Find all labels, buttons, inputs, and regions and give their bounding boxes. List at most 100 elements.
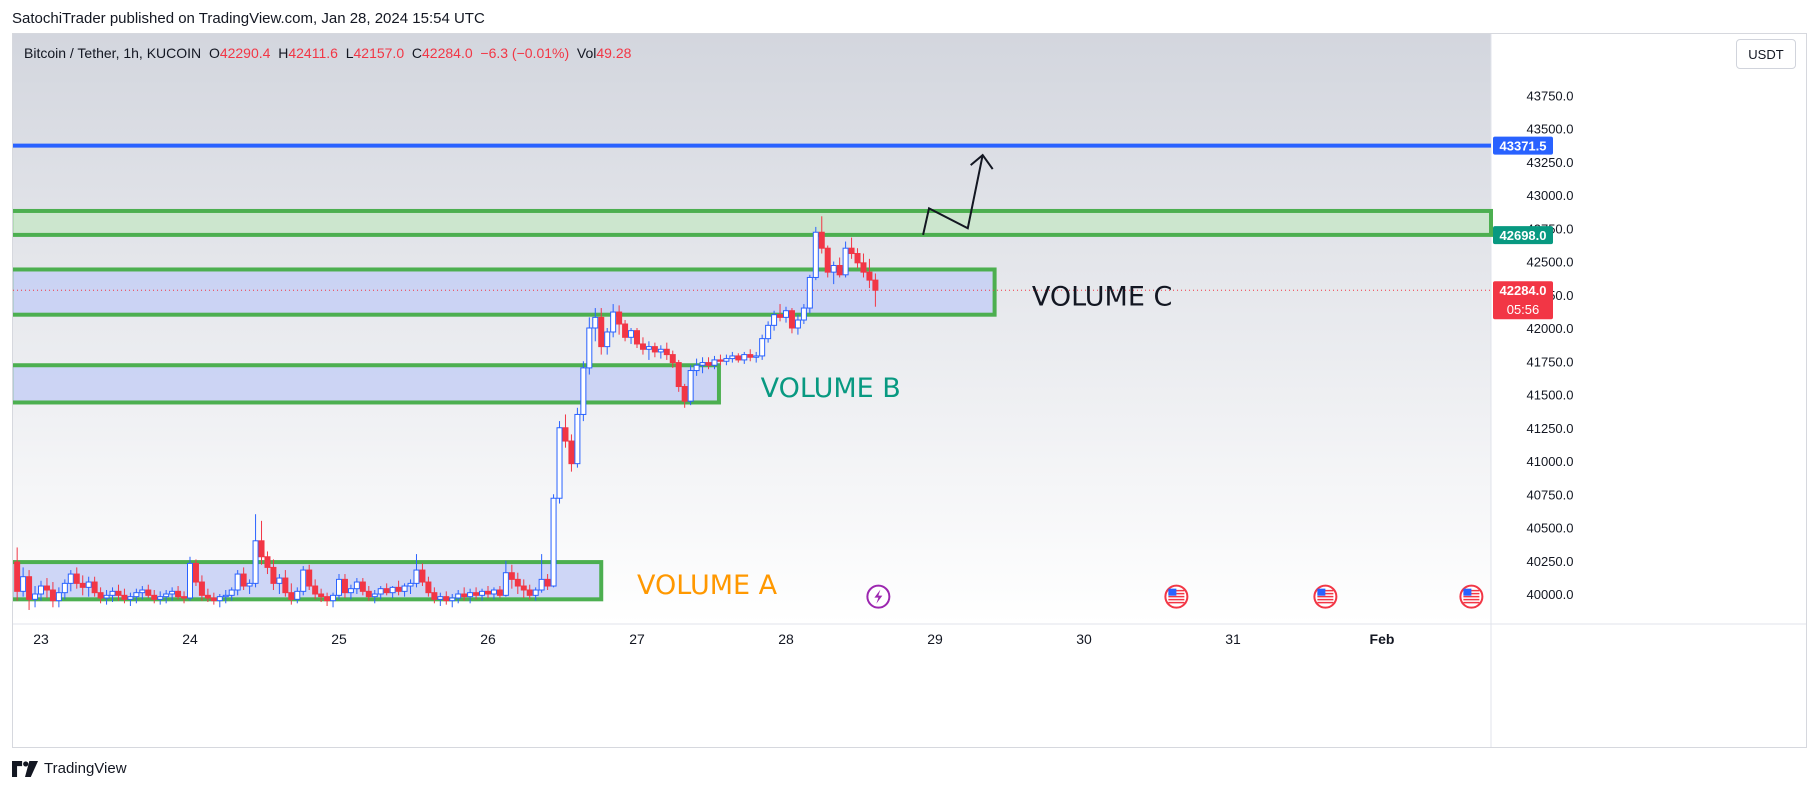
candle-body[interactable] [419, 569, 426, 583]
candle-body[interactable] [818, 231, 825, 249]
candle-body[interactable] [187, 562, 193, 599]
candle-body[interactable] [556, 427, 563, 499]
candle-body[interactable] [663, 348, 670, 356]
candle-body[interactable] [514, 578, 521, 587]
candle-body[interactable] [669, 354, 676, 364]
candle-body[interactable] [133, 592, 140, 598]
candle-body[interactable] [175, 590, 182, 598]
candle-body[interactable] [812, 231, 819, 278]
candle-body[interactable] [121, 594, 128, 600]
candle-body[interactable] [228, 589, 235, 596]
candle-body[interactable] [729, 355, 736, 360]
candle-body[interactable] [115, 590, 122, 596]
candle-body[interactable] [85, 581, 92, 588]
volume-zone-2[interactable] [13, 267, 997, 317]
candle-body[interactable] [574, 413, 581, 465]
candle-body[interactable] [425, 581, 432, 594]
candle-body[interactable] [347, 588, 354, 594]
candle-body[interactable] [353, 581, 360, 590]
candle-body[interactable] [550, 497, 557, 587]
candle-body[interactable] [395, 586, 402, 592]
candle-body[interactable] [330, 594, 337, 602]
candle-body[interactable] [43, 585, 50, 591]
candle-body[interactable] [103, 594, 110, 599]
candle-body[interactable] [252, 540, 259, 584]
candle-body[interactable] [693, 364, 700, 372]
candle-body[interactable] [67, 573, 74, 584]
candle-body[interactable] [401, 585, 408, 592]
candle-body[interactable] [270, 566, 277, 584]
candle-body[interactable] [210, 597, 217, 602]
candlestick-chart[interactable]: VOLUME A VOLUME B VOLUME C 43750.0 43500.0 43… [13, 34, 1807, 748]
candle-body[interactable] [234, 573, 241, 591]
candle-body[interactable] [264, 556, 271, 568]
candle-body[interactable] [437, 596, 444, 600]
level-0-badge[interactable] [1493, 136, 1553, 155]
candle-body[interactable] [181, 596, 188, 599]
candle-body[interactable] [97, 592, 104, 599]
candle-body[interactable] [634, 330, 640, 345]
candle-body[interactable] [741, 354, 748, 361]
candle-body[interactable] [783, 310, 789, 318]
candle-body[interactable] [300, 569, 307, 592]
volume-zone-1[interactable] [13, 363, 721, 405]
candle-body[interactable] [616, 311, 623, 325]
candle-body[interactable] [598, 316, 605, 348]
candle-body[interactable] [562, 427, 569, 442]
candle-body[interactable] [735, 355, 742, 361]
candle-body[interactable] [544, 578, 551, 587]
candle-body[interactable] [538, 578, 545, 591]
candle-body[interactable] [520, 585, 527, 591]
candle-body[interactable] [467, 592, 474, 598]
candle-body[interactable] [455, 593, 462, 599]
candle-body[interactable] [157, 596, 164, 600]
candle-body[interactable] [580, 367, 587, 415]
candle-body[interactable] [73, 573, 80, 584]
candle-body[interactable] [461, 593, 468, 598]
candle-body[interactable] [699, 362, 706, 366]
candle-body[interactable] [365, 590, 372, 598]
candle-body[interactable] [324, 596, 331, 602]
candle-body[interactable] [747, 354, 754, 358]
candle-body[interactable] [485, 590, 491, 595]
candle-body[interactable] [771, 314, 778, 326]
candle-body[interactable] [216, 596, 223, 602]
candle-body[interactable] [753, 355, 760, 358]
candle-body[interactable] [806, 276, 813, 309]
candle-body[interactable] [282, 577, 289, 594]
candle-body[interactable] [145, 589, 152, 596]
candle-body[interactable] [610, 311, 617, 333]
candle-body[interactable] [836, 264, 843, 276]
candle-body[interactable] [109, 590, 116, 596]
candle-body[interactable] [389, 586, 396, 594]
candle-body[interactable] [622, 323, 629, 338]
candle-body[interactable] [336, 578, 342, 596]
candle-body[interactable] [61, 582, 68, 594]
chart-panel[interactable]: VOLUME A VOLUME B VOLUME C 43750.0 43500.0 43… [12, 33, 1807, 748]
candle-body[interactable] [151, 594, 158, 600]
level-1-badge[interactable] [1493, 226, 1553, 245]
candle-body[interactable] [568, 440, 575, 465]
candle-body[interactable] [866, 271, 873, 281]
candle-body[interactable] [854, 253, 861, 264]
candle-body[interactable] [473, 592, 480, 596]
candle-body[interactable] [604, 331, 611, 348]
candle-body[interactable] [258, 540, 265, 558]
candle-body[interactable] [496, 589, 503, 596]
candle-body[interactable] [91, 581, 98, 594]
candle-body[interactable] [628, 330, 635, 338]
candle-body[interactable] [371, 593, 378, 598]
resistance-zone[interactable] [13, 208, 1494, 237]
candle-body[interactable] [32, 593, 39, 600]
candle-body[interactable] [163, 593, 170, 598]
symbol-label[interactable]: Bitcoin / Tether, 1h, KUCOIN [24, 45, 202, 61]
candle-body[interactable] [848, 247, 855, 255]
candle-body[interactable] [800, 307, 807, 321]
candle-body[interactable] [55, 592, 62, 602]
candle-body[interactable] [306, 569, 313, 587]
candle-body[interactable] [49, 589, 56, 602]
candle-body[interactable] [79, 582, 86, 588]
candle-body[interactable] [443, 596, 450, 602]
candle-body[interactable] [26, 576, 33, 600]
candle-body[interactable] [490, 589, 497, 595]
